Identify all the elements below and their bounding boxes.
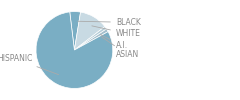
Wedge shape [36, 12, 113, 88]
Wedge shape [74, 29, 108, 50]
Wedge shape [74, 12, 105, 50]
Text: ASIAN: ASIAN [101, 37, 139, 59]
Text: WHITE: WHITE [92, 26, 141, 38]
Wedge shape [74, 27, 107, 50]
Text: HISPANIC: HISPANIC [0, 54, 59, 75]
Text: A.I.: A.I. [100, 34, 128, 50]
Text: BLACK: BLACK [78, 18, 141, 27]
Wedge shape [70, 12, 81, 50]
